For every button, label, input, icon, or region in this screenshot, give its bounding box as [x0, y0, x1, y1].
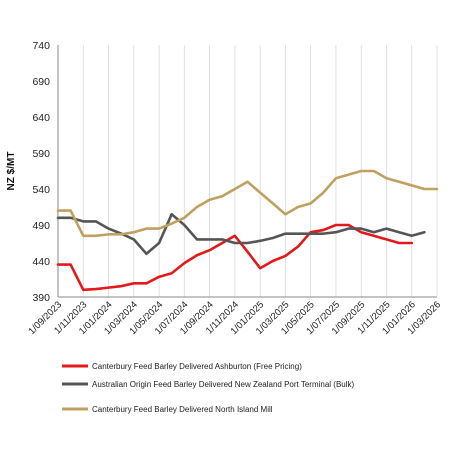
x-axis-ticks: 1/09/20231/11/20231/01/20241/03/20241/05… — [26, 299, 443, 337]
y-tick-label: 540 — [32, 184, 50, 196]
series-line-2 — [56, 212, 426, 256]
axes — [57, 45, 437, 298]
y-tick-label: 590 — [32, 148, 50, 160]
y-axis-ticks: 390 440 490 540 590 640 690 740 — [32, 40, 50, 304]
y-tick-label: 440 — [32, 256, 50, 268]
legend: Canterbury Feed Barley Delivered Ashburt… — [62, 362, 355, 414]
y-tick-label: 490 — [32, 220, 50, 232]
y-tick-label: 390 — [32, 292, 50, 304]
grid-lines — [57, 45, 438, 297]
y-tick-label: 640 — [32, 112, 50, 124]
legend-label: Australian Origin Feed Barley Delivered … — [92, 380, 355, 389]
series-lines — [56, 169, 439, 292]
y-axis-label: NZ $/MT — [6, 152, 17, 191]
legend-label: Canterbury Feed Barley Delivered Ashburt… — [92, 362, 302, 371]
y-tick-label: 740 — [32, 40, 50, 52]
y-tick-label: 690 — [32, 76, 50, 88]
legend-label: Canterbury Feed Barley Delivered North I… — [92, 405, 273, 414]
series-line-3 — [56, 169, 439, 238]
